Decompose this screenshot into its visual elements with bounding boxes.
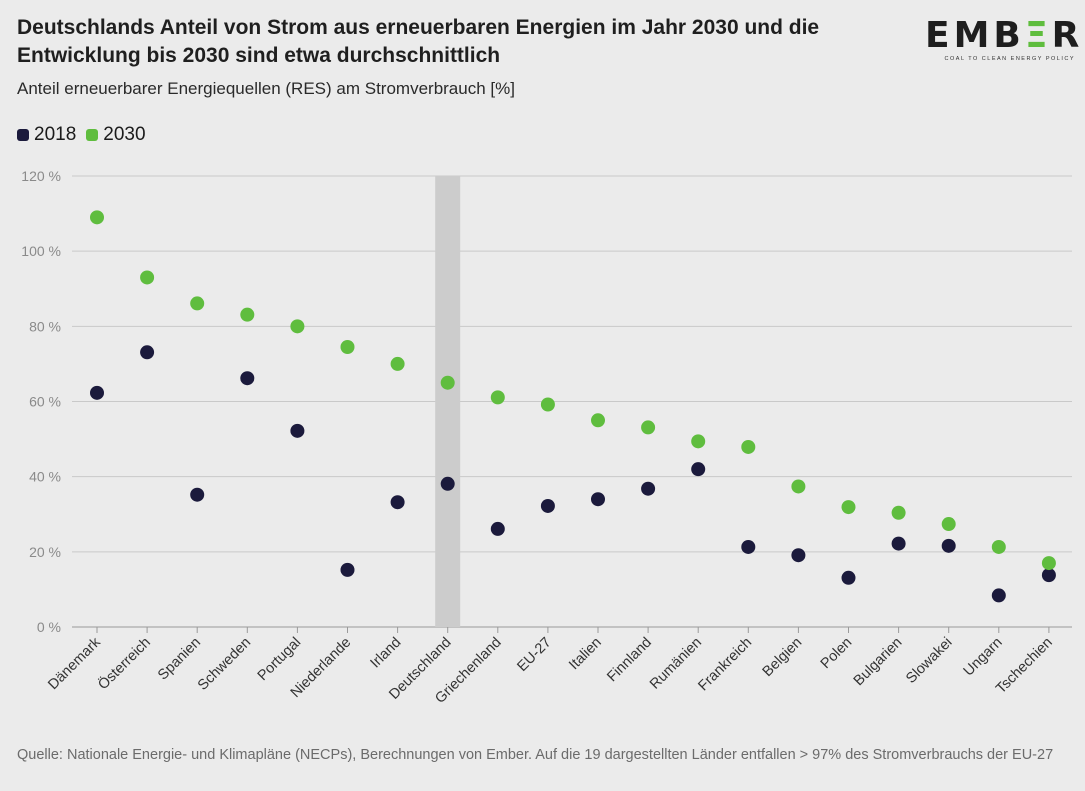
point-2030-österreich: [140, 270, 155, 285]
ember-logo: EMBΞR COAL TO CLEAN ENERGY POLICY: [925, 15, 1084, 63]
x-tick-label: Belgien: [760, 635, 806, 681]
y-tick-label: 0 %: [37, 619, 61, 635]
x-tick-label: Slowakei: [903, 635, 955, 687]
legend-item-2030: 2030: [86, 124, 146, 146]
x-tick-label: Bulgarien: [851, 635, 906, 690]
y-tick-label: 60 %: [29, 394, 61, 410]
y-tick-label: 40 %: [29, 469, 61, 485]
chart-title: Deutschlands Anteil von Strom aus erneue…: [17, 16, 820, 67]
point-2030-slowakei: [941, 517, 956, 532]
point-2018-bulgarien: [891, 536, 906, 551]
point-2018-griechenland: [490, 521, 505, 536]
legend-label-2018: 2018: [34, 124, 77, 145]
point-2018-belgien: [791, 548, 806, 563]
y-tick-label: 120 %: [21, 168, 61, 184]
point-2018-finnland: [641, 481, 656, 496]
point-2030-frankreich: [741, 439, 756, 454]
source-note: Quelle: Nationale Energie- und Klimaplän…: [17, 747, 1054, 763]
point-2018-frankreich: [741, 539, 756, 554]
x-tick-label: Portugal: [255, 635, 305, 685]
point-layer: [90, 210, 1056, 603]
point-2018-deutschland: [440, 476, 455, 491]
x-tick-label: Ungarn: [961, 635, 1006, 680]
point-2030-dänemark: [90, 210, 104, 225]
logo-tagline: COAL TO CLEAN ENERGY POLICY: [944, 56, 1075, 62]
x-tick-label: Finnland: [604, 635, 655, 686]
point-2030-bulgarien: [891, 505, 906, 520]
point-2030-schweden: [240, 307, 255, 322]
point-2030-eu-27: [540, 397, 555, 412]
x-tick-label: EU-27: [514, 635, 554, 675]
x-tick-label: Österreich: [94, 633, 154, 693]
point-2018-schweden: [240, 371, 255, 386]
point-2030-griechenland: [490, 390, 505, 405]
point-2030-rumänien: [691, 434, 706, 449]
point-2030-irland: [390, 356, 405, 371]
x-tick-label: Dänemark: [45, 634, 104, 693]
point-2018-polen: [841, 570, 856, 585]
logo-wordmark: EMBΞR: [925, 15, 1084, 56]
point-2018-dänemark: [90, 385, 104, 400]
point-2018-eu-27: [540, 498, 555, 513]
y-tick-label: 80 %: [29, 318, 61, 334]
x-tick-label: Schweden: [195, 635, 254, 694]
chart-subtitle: Anteil erneuerbarer Energiequellen (RES)…: [17, 79, 515, 98]
point-2018-irland: [390, 495, 405, 510]
point-2030-spanien: [190, 296, 205, 311]
point-2018-slowakei: [941, 538, 956, 553]
x-tick-label: Frankreich: [695, 635, 755, 695]
point-2018-niederlande: [340, 562, 355, 577]
x-tick-label: Spanien: [155, 635, 204, 684]
point-2030-belgien: [791, 479, 806, 494]
point-2030-ungarn: [991, 539, 1006, 554]
point-2018-rumänien: [691, 462, 706, 477]
point-2030-polen: [841, 500, 856, 515]
point-2018-tschechien: [1041, 568, 1056, 583]
highlight-layer: [435, 176, 461, 627]
y-tick-label: 20 %: [29, 544, 61, 560]
point-2018-ungarn: [991, 588, 1006, 603]
point-2030-tschechien: [1041, 556, 1056, 571]
x-tick-label: Irland: [367, 635, 404, 672]
highlight-band-deutschland: [435, 176, 461, 627]
point-2018-italien: [591, 492, 605, 507]
x-tick-label: Polen: [818, 635, 856, 673]
point-2018-spanien: [190, 487, 205, 502]
legend-item-2018: 2018: [17, 124, 76, 146]
point-2030-deutschland: [440, 375, 455, 390]
y-tick-label: 100 %: [21, 243, 61, 259]
legend-label-2030: 2030: [103, 124, 146, 145]
chart-legend: 2018 2030: [17, 124, 150, 146]
point-2018-portugal: [290, 423, 305, 438]
grid-layer: 0 % 20 % 40 % 60 % 80 % 100 % 120 %: [21, 168, 1072, 635]
point-2030-niederlande: [340, 340, 355, 355]
point-2030-finnland: [641, 420, 656, 435]
x-tick-label: Italien: [566, 635, 605, 674]
legend-swatch-2018: [17, 129, 29, 141]
point-2030-portugal: [290, 319, 305, 334]
legend-swatch-2030: [86, 129, 99, 141]
point-2018-österreich: [140, 345, 155, 360]
point-2030-italien: [591, 413, 605, 428]
